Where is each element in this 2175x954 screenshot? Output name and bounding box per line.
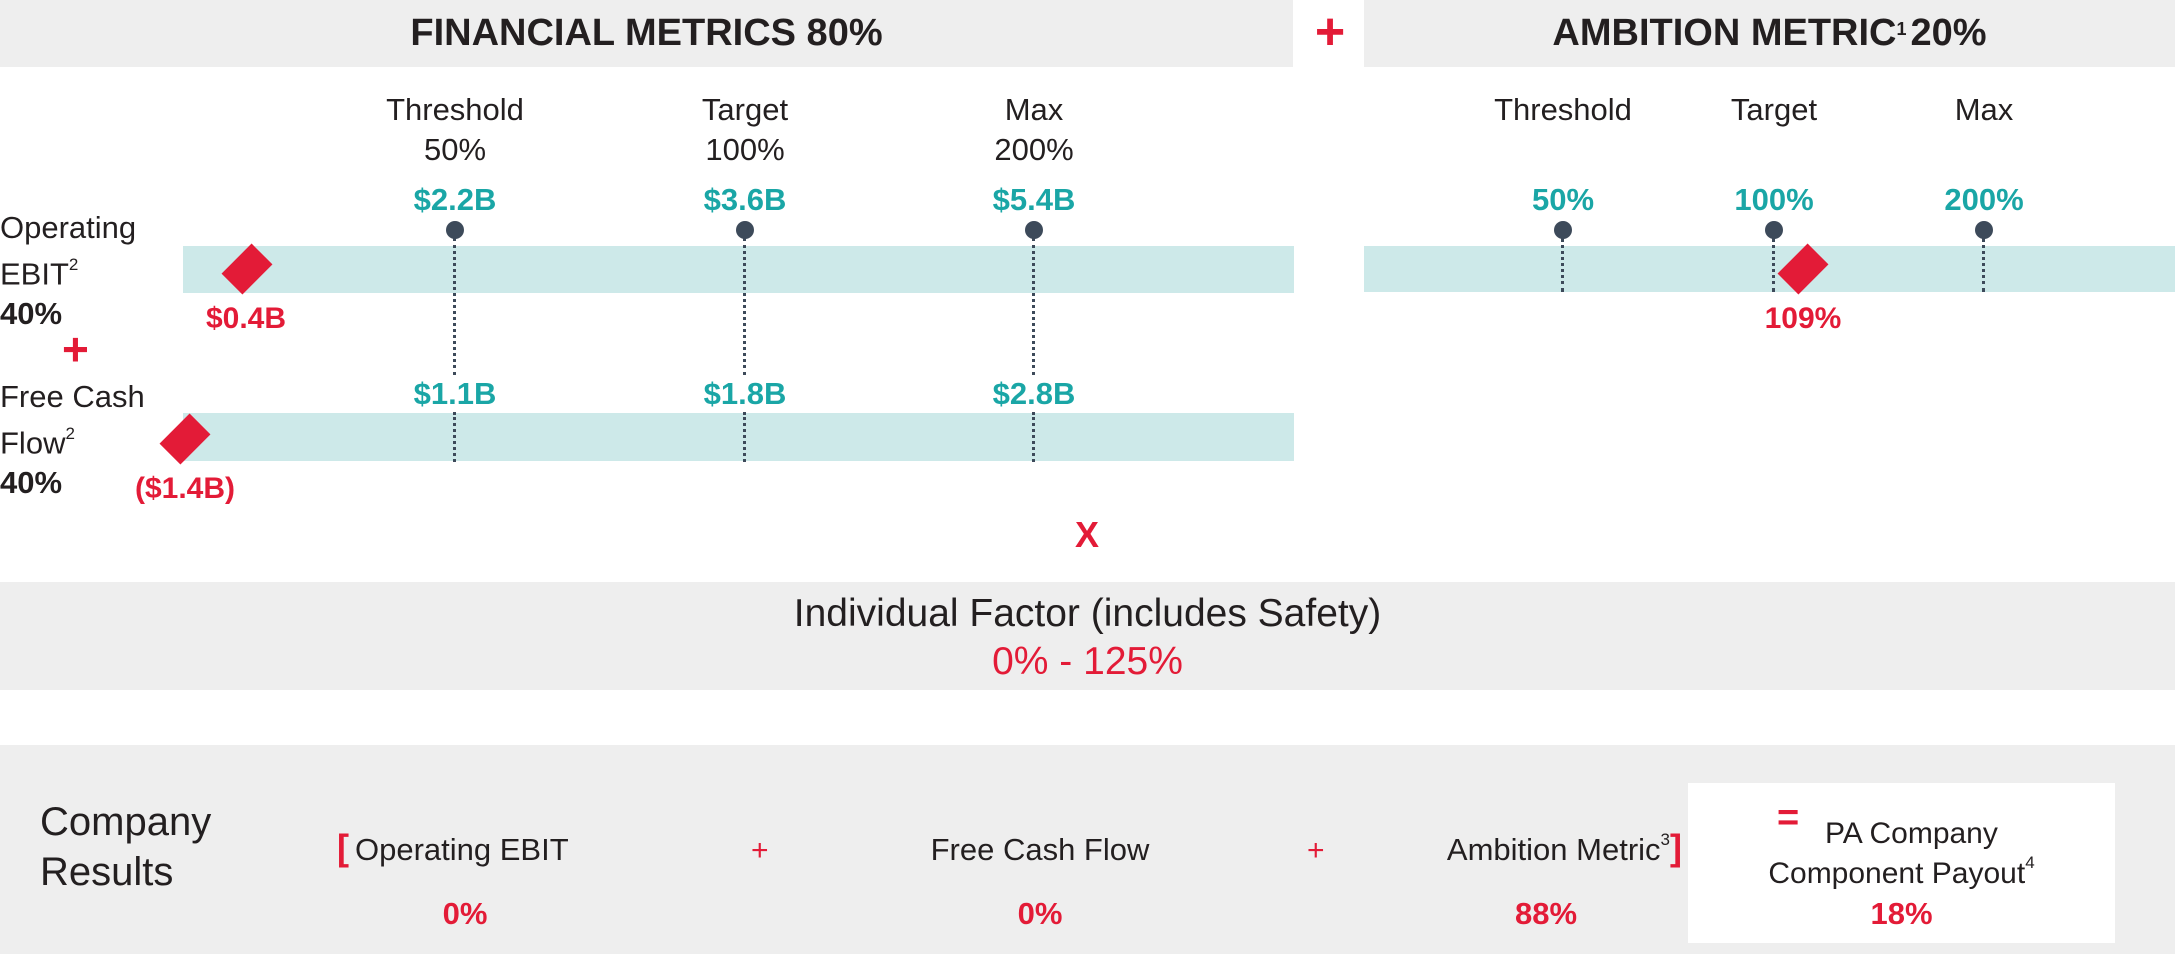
fcf-row-label: Free Cash Flow2 40%	[0, 377, 145, 503]
payout-box: = PA Company Component Payout4 18%	[1688, 783, 2115, 943]
ebit-threshold-marker	[446, 221, 464, 239]
fcf-label-line2: Flow	[0, 425, 66, 461]
individual-factor-panel: Individual Factor (includes Safety) 0% -…	[0, 582, 2175, 690]
ambition-metric-header: AMBITION METRIC 1 20%	[1364, 0, 2175, 67]
individual-factor-title: Individual Factor (includes Safety)	[793, 592, 1382, 635]
amb-target-line	[1772, 238, 1775, 292]
amb-target-marker	[1765, 221, 1783, 239]
payout-line1: PA Company	[1825, 817, 1998, 850]
amb-max-value: 200%	[1944, 182, 2024, 217]
ebit-label-line1: Operating	[0, 210, 137, 245]
amb-threshold-value: 50%	[1531, 182, 1595, 217]
result-ambition-text: Ambition Metric	[1446, 832, 1661, 867]
fin-col-max: Max 200%	[924, 90, 1144, 170]
ebit-max-marker	[1025, 221, 1043, 239]
ebit-weight: 40%	[0, 296, 63, 332]
fcf-weight: 40%	[0, 465, 63, 501]
result-ambition-value: 88%	[1514, 896, 1578, 931]
ebit-threshold-value: $2.2B	[413, 182, 497, 217]
fcf-actual-value: ($1.4B)	[134, 472, 236, 505]
payout-line2: Component Payout4	[1688, 853, 2115, 891]
amb-threshold-line	[1561, 238, 1564, 292]
ambition-title-footnote: 1	[1896, 19, 1907, 39]
payout-footnote: 4	[2025, 853, 2035, 872]
fin-col-threshold: Threshold 50%	[345, 90, 565, 170]
ebit-threshold-line	[453, 238, 456, 375]
open-bracket: [	[337, 827, 349, 868]
ebit-label-footnote: 2	[68, 255, 79, 274]
ambition-title-pct: 20%	[1910, 12, 1987, 54]
individual-factor-range: 0% - 125%	[992, 640, 1183, 683]
amb-col-max: Max	[1954, 92, 2014, 127]
ebit-row-label: Operating EBIT2 40%	[0, 208, 136, 334]
ebit-target-marker	[736, 221, 754, 239]
header-plus: +	[1314, 3, 1346, 61]
fin-col-max-label: Max	[1004, 92, 1064, 127]
fin-col-threshold-label: Threshold	[386, 92, 524, 127]
ambition-band	[1364, 246, 2175, 292]
ebit-target-line	[743, 238, 746, 375]
ebit-label-line2: EBIT	[0, 256, 69, 292]
amb-max-marker	[1975, 221, 1993, 239]
fcf-max-line	[1032, 412, 1035, 462]
amb-actual-value: 109%	[1764, 302, 1842, 335]
ebit-max-line	[1032, 238, 1035, 375]
rows-plus: +	[62, 323, 89, 375]
result-plus-1: +	[751, 834, 769, 867]
ebit-actual-value: $0.4B	[205, 302, 287, 335]
fin-col-target-payout: 100%	[705, 132, 785, 167]
amb-max-line	[1982, 238, 1985, 292]
fin-col-target-label: Target	[701, 92, 789, 127]
times-sign: X	[1074, 514, 1099, 555]
ebit-band	[183, 246, 1294, 293]
amb-col-target: Target	[1730, 92, 1818, 127]
result-ambition-label: Ambition Metric3	[1400, 829, 1670, 868]
amb-target-value: 100%	[1734, 182, 1814, 217]
result-ebit-value: 0%	[442, 896, 488, 931]
ebit-target-value: $3.6B	[703, 182, 787, 217]
result-plus-2: +	[1307, 834, 1325, 867]
close-bracket: ]	[1670, 827, 1682, 868]
result-fcf-label: Free Cash Flow	[930, 832, 1150, 867]
amb-col-threshold: Threshold	[1494, 92, 1632, 127]
fcf-threshold-value: $1.1B	[413, 376, 497, 411]
fcf-target-value: $1.8B	[703, 376, 787, 411]
result-fcf-value: 0%	[1017, 896, 1063, 931]
fcf-band	[183, 413, 1294, 461]
result-ebit-label: Operating EBIT	[355, 832, 569, 867]
equals-sign: =	[1777, 797, 1800, 839]
payout-line2-text: Component Payout	[1768, 857, 2026, 890]
fin-col-threshold-payout: 50%	[423, 132, 487, 167]
company-results-label: Company Results	[40, 797, 211, 897]
ebit-max-value: $5.4B	[992, 182, 1076, 217]
fin-col-target: Target 100%	[635, 90, 855, 170]
fcf-max-value: $2.8B	[992, 376, 1076, 411]
fcf-threshold-line	[453, 412, 456, 462]
ambition-title-main: AMBITION METRIC	[1552, 12, 1897, 54]
fcf-label-line1: Free Cash	[0, 379, 145, 414]
fcf-label-footnote: 2	[65, 424, 75, 443]
fin-col-max-payout: 200%	[994, 132, 1074, 167]
company-results-line2: Results	[40, 850, 174, 894]
financial-metrics-header: FINANCIAL METRICS 80%	[0, 0, 1293, 67]
amb-threshold-marker	[1554, 221, 1572, 239]
company-results-line1: Company	[40, 800, 212, 844]
fcf-target-line	[743, 412, 746, 462]
financial-metrics-title: FINANCIAL METRICS 80%	[410, 12, 883, 54]
result-ambition-footnote: 3	[1660, 829, 1670, 849]
payout-value: 18%	[1870, 896, 1933, 931]
